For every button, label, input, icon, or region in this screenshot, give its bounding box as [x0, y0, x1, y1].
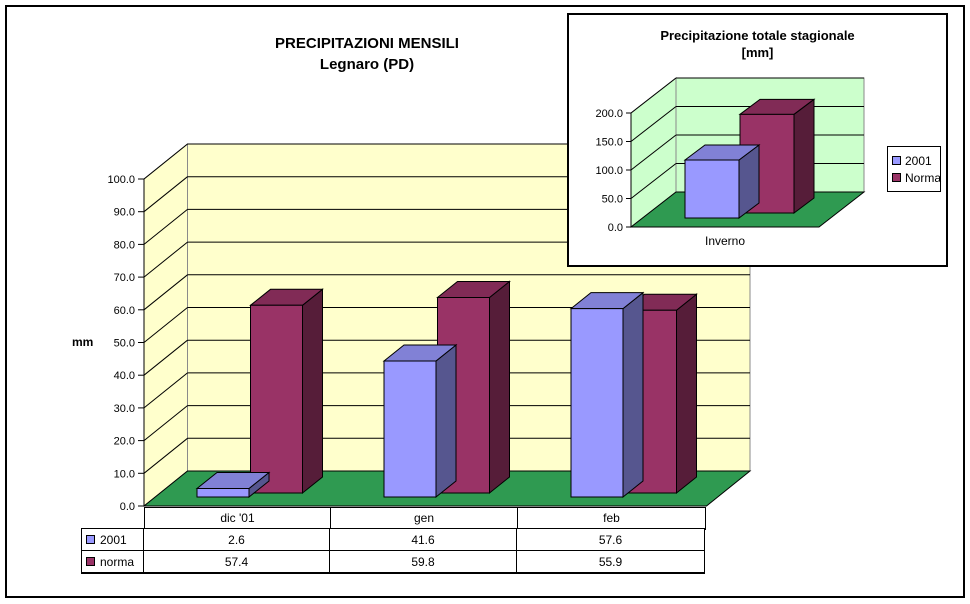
- legend-label-norma: Norma: [905, 170, 942, 185]
- svg-text:0.0: 0.0: [120, 501, 135, 513]
- table-row-norma: norma 57.4 59.8 55.9: [81, 550, 706, 574]
- svg-text:50.0: 50.0: [114, 338, 135, 350]
- table-key-swatch-2001: [86, 535, 95, 544]
- main-title-line2: Legnaro (PD): [319, 56, 415, 73]
- svg-text:60.0: 60.0: [114, 305, 135, 317]
- legend-item-norma: Norma: [892, 169, 941, 186]
- svg-text:0.0: 0.0: [608, 222, 623, 234]
- svg-text:70.0: 70.0: [114, 272, 135, 284]
- svg-text:90.0: 90.0: [114, 207, 135, 219]
- svg-text:Inverno: Inverno: [705, 234, 745, 248]
- inset-title-line2: [mm]: [741, 45, 774, 60]
- svg-text:10.0: 10.0: [114, 468, 135, 480]
- main-title-line1: PRECIPITAZIONI MENSILI: [275, 35, 459, 52]
- table-header-row: dic '01 gen feb: [82, 507, 706, 530]
- inset-title-line1: Precipitazione totale stagionale: [660, 28, 855, 43]
- svg-text:150.0: 150.0: [595, 137, 623, 149]
- main-chart-title: PRECIPITAZIONI MENSILI Legnaro (PD): [167, 33, 567, 75]
- inset-legend: 2001 Norma: [887, 146, 941, 192]
- table-cell: 57.4: [143, 550, 330, 574]
- svg-text:30.0: 30.0: [114, 403, 135, 415]
- y-axis-label: mm: [72, 335, 94, 349]
- svg-text:100.0: 100.0: [107, 174, 135, 186]
- inset-chart-canvas: 0.0 50.0 100.0 150.0 200.0 Inverno: [595, 76, 866, 248]
- table-corner-spacer: [82, 507, 145, 530]
- table-cell: 2.6: [143, 528, 330, 552]
- table-column-header: feb: [517, 507, 706, 530]
- svg-text:200.0: 200.0: [595, 108, 623, 120]
- table-row-2001: 2001 2.6 41.6 57.6: [81, 528, 706, 552]
- table-key-swatch-norma: [86, 557, 95, 566]
- table-cell: 41.6: [329, 528, 517, 552]
- table-column-header: gen: [330, 507, 518, 530]
- svg-text:20.0: 20.0: [114, 436, 135, 448]
- svg-text:40.0: 40.0: [114, 370, 135, 382]
- legend-label-2001: 2001: [905, 153, 932, 168]
- table-row-key: norma: [81, 550, 144, 574]
- inset-chart-title: Precipitazione totale stagionale [mm]: [569, 27, 946, 61]
- legend-item-2001: 2001: [892, 152, 936, 169]
- table-key-label: norma: [100, 554, 135, 569]
- table-row-key: 2001: [81, 528, 144, 552]
- svg-text:100.0: 100.0: [595, 165, 623, 177]
- legend-swatch-norma: [892, 173, 901, 182]
- inset-chart: Precipitazione totale stagionale [mm] 0.…: [567, 13, 948, 267]
- svg-text:50.0: 50.0: [602, 194, 623, 206]
- data-table: dic '01 gen feb 2001 2.6 41.6 57.6 norma…: [81, 507, 706, 574]
- legend-swatch-2001: [892, 156, 901, 165]
- table-cell: 59.8: [329, 550, 517, 574]
- table-column-header: dic '01: [144, 507, 331, 530]
- svg-text:80.0: 80.0: [114, 239, 135, 251]
- table-cell: 55.9: [516, 550, 705, 574]
- table-cell: 57.6: [516, 528, 705, 552]
- table-key-label: 2001: [100, 532, 127, 547]
